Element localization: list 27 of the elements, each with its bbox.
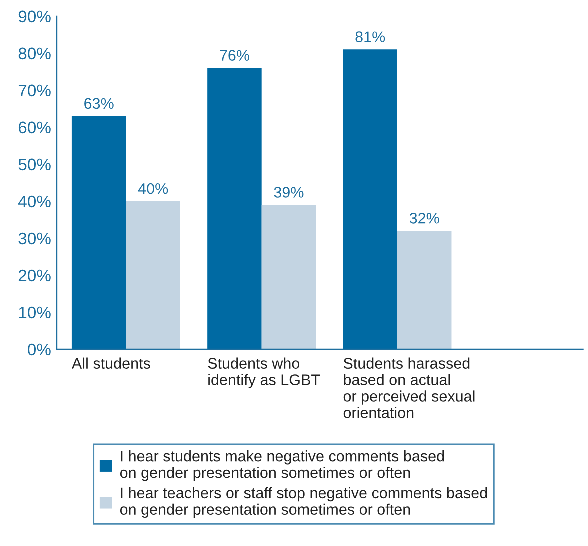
legend-label: I hear students make negative comments based on gender presentation sometimes or often: [120, 450, 444, 482]
y-tick-label: 50%: [18, 158, 51, 171]
y-tick-label: 10%: [19, 306, 51, 319]
y-tick-label: 70%: [18, 84, 51, 97]
x-tick-label: Students who identify as LGBT: [208, 358, 320, 388]
text: 76%: [220, 50, 250, 62]
bar: [126, 201, 180, 350]
text: 32%: [410, 213, 440, 224]
y-tick-label: 90%: [18, 10, 51, 23]
y-tick-label: 30%: [18, 232, 51, 245]
legend-label: I hear teachers or staff stop negative comments based on gender presentation sometimes or often: [120, 487, 488, 518]
y-tick-label: 60%: [18, 122, 51, 134]
text: 63%: [84, 98, 114, 110]
text: 40%: [138, 183, 168, 194]
bar: [343, 50, 398, 350]
y-tick-label: 80%: [18, 48, 51, 60]
bar: [262, 205, 316, 350]
x-tick-label: All students: [72, 358, 150, 369]
bar: [72, 116, 126, 350]
y-tick-label: 0%: [28, 344, 51, 356]
y-tick-label: 20%: [18, 270, 51, 282]
y-tick-label: 40%: [18, 196, 51, 208]
x-tick-label: Students harassed based on actual or perceived sexual orientation: [344, 358, 475, 418]
text: 81%: [356, 32, 386, 42]
text: 39%: [274, 187, 304, 198]
bar: [208, 68, 262, 350]
bar: [397, 231, 452, 350]
